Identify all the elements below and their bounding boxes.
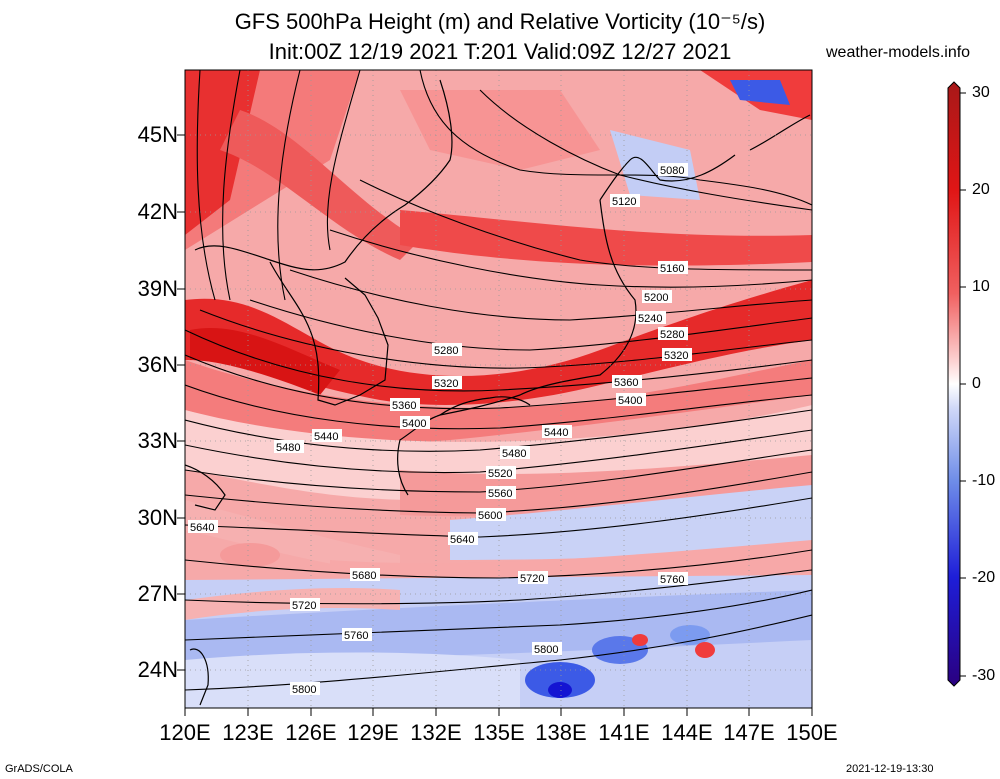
contour-label: 5320 <box>662 348 692 362</box>
axis-ticks <box>177 134 813 716</box>
colorbar-label: 20 <box>972 181 990 198</box>
contour-label: 5720 <box>290 598 320 612</box>
contour-label: 5360 <box>612 375 642 389</box>
footer-left: GrADS/COLA <box>5 763 73 775</box>
contour-label: 5680 <box>350 568 380 582</box>
colorbar-label: -10 <box>972 472 996 489</box>
contour-label: 5720 <box>518 571 548 585</box>
colorbar-label: 10 <box>972 278 990 295</box>
height-contours <box>185 70 812 691</box>
footer-timestamp: 2021-12-19-13:30 <box>846 763 934 775</box>
svg-text:5720: 5720 <box>292 600 316 612</box>
contour-label: 5280 <box>432 343 462 357</box>
colorbar-label: 30 <box>972 84 990 101</box>
svg-text:5640: 5640 <box>450 534 474 546</box>
svg-text:5760: 5760 <box>344 630 368 642</box>
svg-text:5520: 5520 <box>488 468 512 480</box>
contour-label: 5600 <box>476 508 506 522</box>
svg-text:5080: 5080 <box>660 165 684 177</box>
contour-label: 5760 <box>658 572 688 586</box>
svg-text:5480: 5480 <box>276 442 300 454</box>
lon-label: 144E <box>661 720 713 745</box>
svg-text:5280: 5280 <box>660 329 684 341</box>
contour-label: 5200 <box>642 290 672 304</box>
svg-text:5600: 5600 <box>478 510 502 522</box>
colorbar-label: -20 <box>972 569 996 586</box>
lat-label: 42N <box>137 199 178 224</box>
lat-label: 45N <box>137 122 178 147</box>
contour-label: 5360 <box>390 398 420 412</box>
coastlines <box>185 79 811 706</box>
contour-label: 5520 <box>486 466 516 480</box>
lon-label: 147E <box>723 720 775 745</box>
chart-title-line1: GFS 500hPa Height (m) and Relative Vorti… <box>234 9 766 34</box>
svg-text:5120: 5120 <box>612 196 636 208</box>
vorticity-field <box>185 70 812 708</box>
contour-label: 5440 <box>312 429 342 443</box>
svg-text:5200: 5200 <box>644 292 668 304</box>
contour-label: 5760 <box>342 628 372 642</box>
contour-label: 5640 <box>448 532 478 546</box>
contour-label: 5400 <box>616 393 646 407</box>
svg-text:5320: 5320 <box>664 350 688 362</box>
svg-text:5760: 5760 <box>660 574 684 586</box>
svg-text:5800: 5800 <box>534 644 558 656</box>
contour-label: 5120 <box>610 194 640 208</box>
svg-text:5800: 5800 <box>292 684 316 696</box>
colorbar <box>947 81 966 687</box>
svg-text:5640: 5640 <box>190 522 214 534</box>
svg-text:5400: 5400 <box>402 418 426 430</box>
lat-label: 24N <box>137 657 178 682</box>
contour-label: 5480 <box>274 440 304 454</box>
lat-label: 30N <box>137 505 178 530</box>
lat-label: 39N <box>137 276 178 301</box>
lat-label: 36N <box>137 352 178 377</box>
svg-text:5240: 5240 <box>638 313 662 325</box>
lat-label: 27N <box>137 581 178 606</box>
svg-text:5680: 5680 <box>352 570 376 582</box>
lon-label: 138E <box>535 720 587 745</box>
contour-label: 5240 <box>636 311 666 325</box>
svg-text:5320: 5320 <box>434 378 458 390</box>
svg-text:5360: 5360 <box>614 377 638 389</box>
svg-text:5560: 5560 <box>488 488 512 500</box>
contour-label: 5560 <box>486 486 516 500</box>
svg-text:5440: 5440 <box>544 427 568 439</box>
contour-label: 5320 <box>432 376 462 390</box>
contour-label: 5160 <box>658 261 688 275</box>
svg-text:5360: 5360 <box>392 400 416 412</box>
contour-label: 5800 <box>290 682 320 696</box>
svg-text:5480: 5480 <box>502 448 526 460</box>
svg-text:5160: 5160 <box>660 263 684 275</box>
contour-label: 5800 <box>532 642 562 656</box>
svg-text:5440: 5440 <box>314 431 338 443</box>
contour-label: 5400 <box>400 416 430 430</box>
lon-label: 150E <box>786 720 838 745</box>
contour-label: 5640 <box>188 520 218 534</box>
lon-label: 129E <box>347 720 399 745</box>
brand-label: weather-models.info <box>826 44 971 61</box>
lon-label: 132E <box>410 720 462 745</box>
lon-label: 141E <box>598 720 650 745</box>
lon-label: 135E <box>473 720 525 745</box>
svg-text:5280: 5280 <box>434 345 458 357</box>
lon-label: 123E <box>222 720 274 745</box>
contour-label: 5280 <box>658 327 688 341</box>
lon-label: 120E <box>159 720 211 745</box>
colorbar-label: -30 <box>972 667 996 684</box>
contour-label: 5480 <box>500 446 530 460</box>
contour-label: 5080 <box>658 163 688 177</box>
chart-title-line2: Init:00Z 12/19 2021 T:201 Valid:09Z 12/2… <box>268 39 732 64</box>
colorbar-label: 0 <box>972 375 981 392</box>
lon-label: 126E <box>285 720 337 745</box>
contour-label: 5440 <box>542 425 572 439</box>
svg-text:5400: 5400 <box>618 395 642 407</box>
lat-label: 33N <box>137 428 178 453</box>
contour-label-group: 5080 5120 5160 5200 5240 5280 5280 5320 … <box>188 163 692 696</box>
svg-text:5720: 5720 <box>520 573 544 585</box>
